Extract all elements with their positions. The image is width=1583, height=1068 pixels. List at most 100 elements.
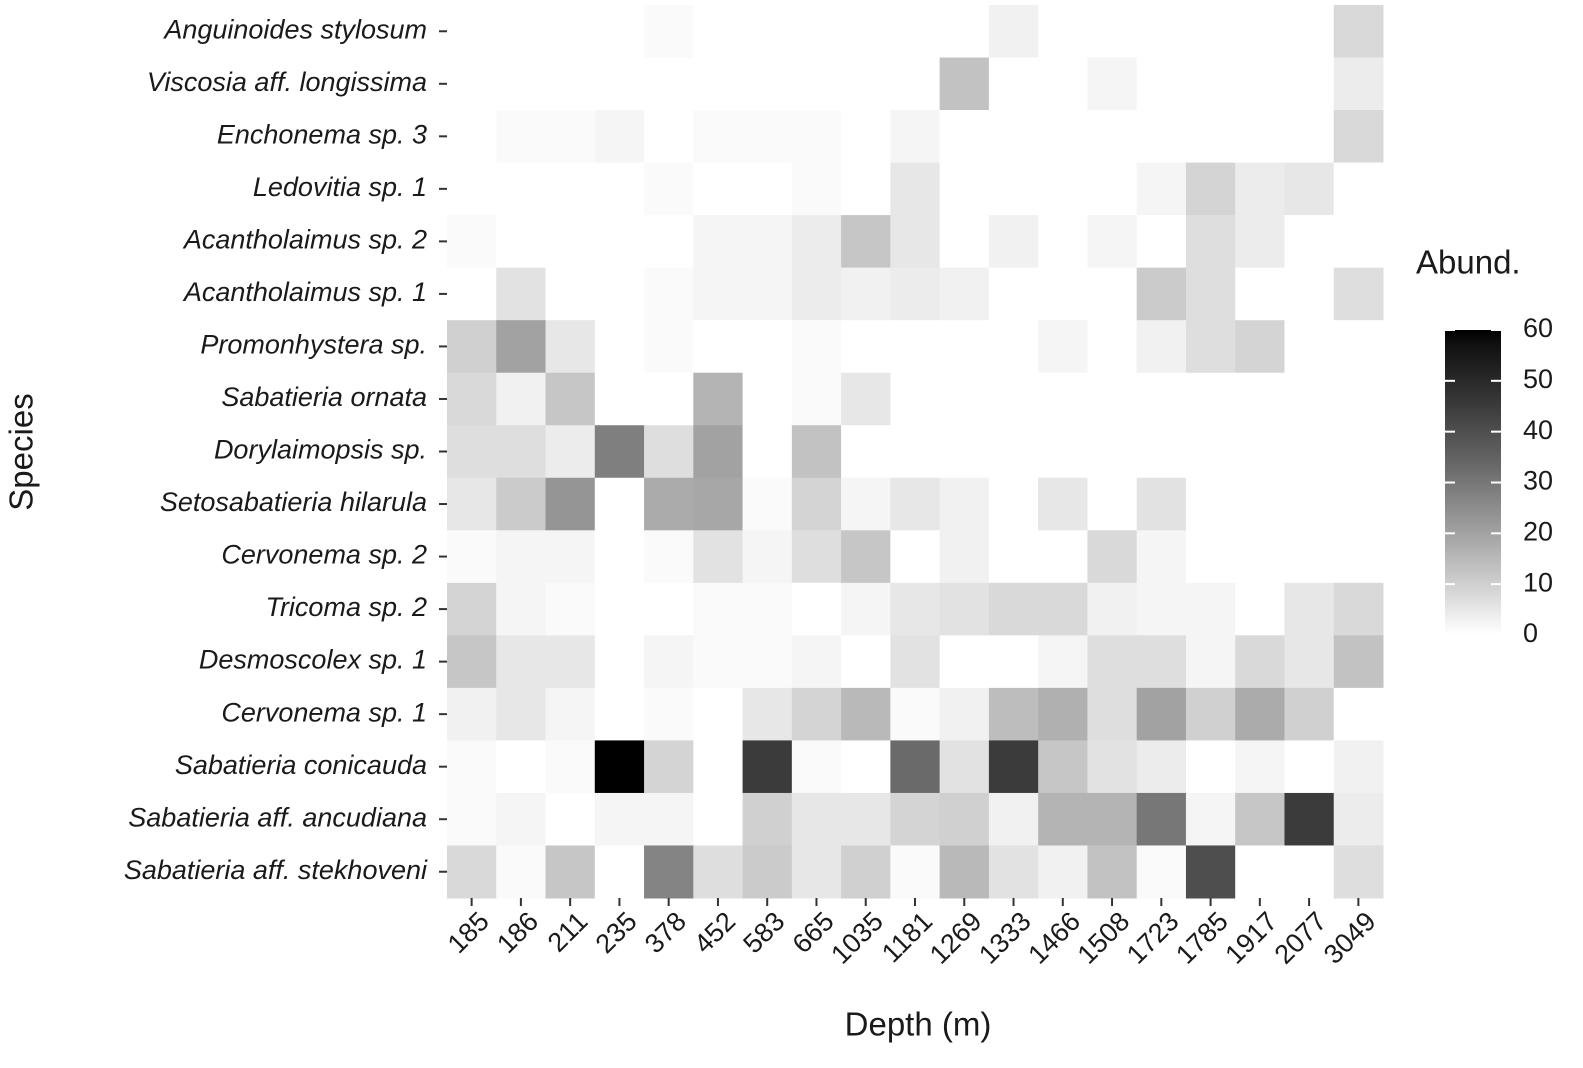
cell	[1185, 792, 1236, 846]
y-tick-label: Promonhystera sp.	[200, 330, 427, 360]
cell	[791, 215, 842, 269]
cell	[1136, 425, 1187, 479]
y-tick-label: Sabatieria conicauda	[175, 750, 427, 780]
cell	[1038, 162, 1088, 216]
cell	[1235, 425, 1285, 479]
cell	[939, 110, 990, 164]
x-tick-label: 1035	[825, 906, 889, 970]
y-tick-label: Cervonema sp. 2	[221, 540, 427, 570]
cell	[939, 845, 990, 899]
cell	[594, 530, 645, 584]
cell	[693, 215, 744, 269]
cell	[1087, 372, 1138, 426]
cell	[988, 162, 1039, 216]
cell	[594, 162, 645, 216]
cell	[693, 110, 744, 164]
cell	[594, 477, 645, 531]
cell	[1284, 110, 1335, 164]
cell	[1136, 530, 1187, 584]
cell	[1284, 477, 1335, 531]
cell	[988, 845, 1039, 899]
cell	[594, 372, 645, 426]
cell	[841, 57, 891, 111]
cell	[693, 477, 744, 531]
legend-title: Abund.	[1416, 244, 1521, 281]
cell	[890, 5, 941, 59]
cell	[496, 162, 547, 216]
cell	[1038, 635, 1088, 689]
y-tick-label: Dorylaimopsis sp.	[214, 435, 427, 465]
y-tick-label: Enchonema sp. 3	[217, 119, 427, 149]
cell	[1087, 215, 1138, 269]
cell	[1136, 57, 1187, 111]
cell	[545, 320, 596, 374]
cell	[841, 320, 891, 374]
cell	[890, 687, 941, 741]
cell	[890, 845, 941, 899]
cell	[939, 530, 990, 584]
colorbar-label: 60	[1523, 313, 1553, 343]
cell	[447, 530, 497, 584]
cell	[1235, 740, 1285, 794]
cell	[791, 57, 842, 111]
cell	[791, 162, 842, 216]
cell	[1038, 372, 1088, 426]
cell	[1235, 110, 1285, 164]
cell	[841, 215, 891, 269]
cell	[1185, 110, 1236, 164]
cell	[594, 740, 645, 794]
y-tick-label: Acantholaimus sp. 1	[182, 277, 427, 307]
cell	[791, 792, 842, 846]
cell	[1136, 5, 1187, 59]
x-tick-label: 1333	[973, 906, 1037, 970]
cell	[644, 792, 694, 846]
cell	[545, 5, 596, 59]
cell	[594, 57, 645, 111]
cell	[890, 792, 941, 846]
cell	[1333, 110, 1384, 164]
cell	[644, 845, 694, 899]
cell	[1333, 215, 1384, 269]
cell	[1235, 57, 1285, 111]
cell	[496, 215, 547, 269]
cell	[988, 372, 1039, 426]
cell	[1185, 687, 1236, 741]
cell	[742, 267, 793, 321]
cell	[1136, 792, 1187, 846]
cell	[1038, 687, 1088, 741]
cell	[545, 162, 596, 216]
cell	[791, 5, 842, 59]
cell	[939, 635, 990, 689]
cell	[545, 215, 596, 269]
cell	[447, 5, 497, 59]
x-tick-label: 1466	[1022, 906, 1086, 970]
cell	[447, 110, 497, 164]
cell	[1284, 5, 1335, 59]
cell	[496, 57, 547, 111]
cell	[1235, 215, 1285, 269]
cell	[1038, 110, 1088, 164]
cell	[644, 320, 694, 374]
cell	[1087, 635, 1138, 689]
cell	[791, 477, 842, 531]
cell	[939, 687, 990, 741]
cell	[1333, 57, 1384, 111]
cell	[939, 57, 990, 111]
cell	[1333, 740, 1384, 794]
cell	[1235, 582, 1285, 636]
cell	[841, 5, 891, 59]
cell	[693, 425, 744, 479]
x-tick-label: 1181	[876, 906, 938, 968]
cell	[693, 582, 744, 636]
cell	[742, 687, 793, 741]
cell	[1038, 792, 1088, 846]
cell	[693, 372, 744, 426]
cell	[496, 792, 547, 846]
cell	[890, 57, 941, 111]
cell	[1333, 477, 1384, 531]
cell	[545, 372, 596, 426]
x-tick-label: 583	[737, 906, 790, 959]
cell	[496, 687, 547, 741]
cell	[939, 5, 990, 59]
cell	[841, 267, 891, 321]
